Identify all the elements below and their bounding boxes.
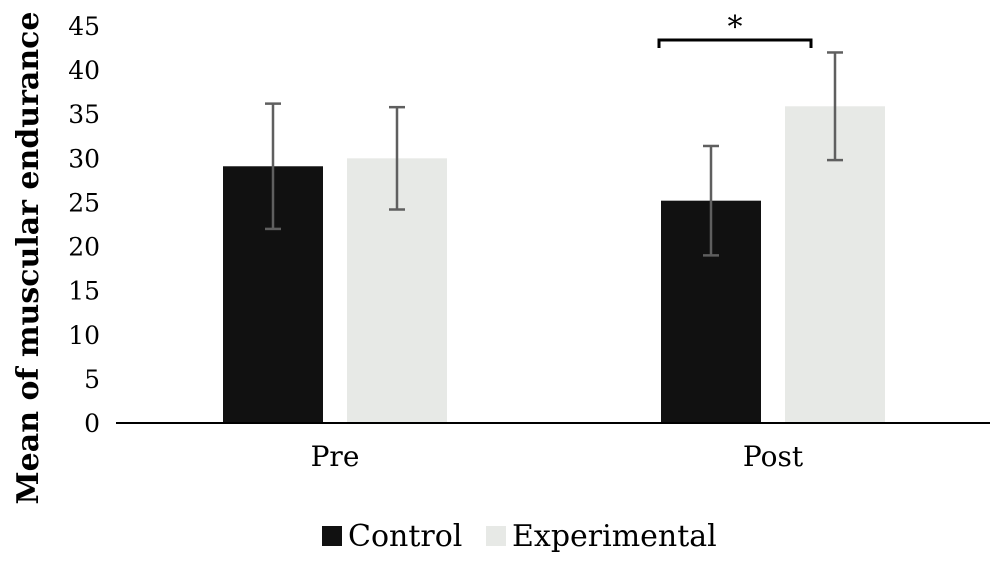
y-tick-label: 5 — [84, 365, 100, 394]
legend: Control Experimental — [322, 519, 717, 554]
significance-star: * — [728, 10, 743, 45]
bars — [223, 106, 885, 424]
y-axis-ticks: 0 5 10 15 20 25 30 35 40 45 — [68, 12, 100, 438]
y-tick-label: 45 — [68, 12, 100, 41]
y-axis-label: Mean of muscular endurance — [11, 11, 46, 504]
y-tick-label: 0 — [84, 409, 100, 438]
y-tick-label: 35 — [68, 100, 100, 129]
y-tick-label: 40 — [68, 56, 100, 85]
x-axis-categories: Pre Post — [311, 440, 804, 473]
y-tick-label: 25 — [68, 188, 100, 217]
legend-swatch-control — [322, 526, 342, 546]
x-category-label: Pre — [311, 440, 360, 473]
y-tick-label: 20 — [68, 233, 100, 262]
legend-label-experimental: Experimental — [512, 519, 717, 554]
y-tick-label: 15 — [68, 277, 100, 306]
y-tick-label: 10 — [68, 321, 100, 350]
legend-swatch-experimental — [486, 526, 506, 546]
y-tick-label: 30 — [68, 144, 100, 173]
legend-label-control: Control — [348, 519, 462, 554]
significance-bracket — [657, 38, 813, 48]
significance-annotation: * — [657, 10, 813, 48]
error-bars — [265, 51, 843, 257]
x-category-label: Post — [743, 440, 804, 473]
